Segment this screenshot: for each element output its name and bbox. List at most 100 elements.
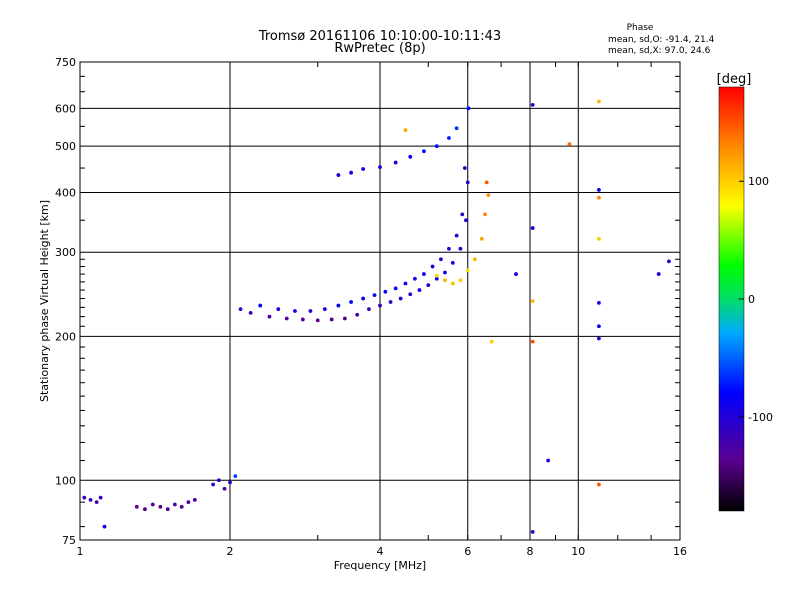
data-point — [211, 482, 216, 487]
data-point — [472, 257, 477, 262]
data-point — [192, 497, 197, 502]
data-point — [372, 293, 377, 298]
data-point — [454, 233, 459, 238]
x-tick-label: 10 — [571, 545, 585, 558]
data-point — [378, 165, 382, 170]
data-point — [443, 270, 447, 275]
data-point — [398, 296, 403, 301]
y-tick-label: 300 — [55, 246, 76, 259]
x-tick-label: 6 — [464, 545, 471, 558]
y-tick-label: 400 — [55, 186, 76, 199]
phase-stats-o: mean, sd,O: -91.4, 21.4 — [608, 35, 715, 45]
data-point — [258, 303, 263, 308]
data-point — [349, 300, 354, 304]
data-point — [465, 180, 470, 185]
data-point — [426, 283, 431, 288]
data-point — [597, 188, 601, 192]
colorbar-tick-label: 100 — [748, 175, 769, 188]
phase-stats-x: mean, sd,X: 97.0, 24.6 — [608, 46, 711, 56]
data-point — [479, 236, 484, 241]
data-point — [450, 281, 455, 286]
data-point — [403, 281, 408, 286]
data-point — [102, 524, 107, 529]
data-point — [408, 292, 413, 297]
phase-stats-heading: Phase — [627, 23, 654, 33]
data-point — [412, 276, 417, 281]
data-point — [597, 336, 601, 341]
y-tick-label: 75 — [62, 534, 76, 547]
data-point — [216, 478, 221, 483]
data-point — [336, 173, 341, 177]
data-point — [393, 286, 398, 291]
data-point — [656, 272, 661, 276]
data-point — [393, 160, 398, 165]
data-point — [464, 218, 468, 223]
data-point — [179, 504, 184, 509]
data-point — [417, 288, 422, 292]
data-point — [158, 504, 163, 509]
data-points — [82, 99, 671, 534]
data-point — [134, 504, 139, 509]
y-tick-label: 600 — [55, 102, 76, 115]
data-point — [514, 272, 518, 276]
y-axis-label: Stationary phase Virtual Height [km] — [38, 200, 51, 402]
data-point — [361, 167, 366, 171]
x-tick-label: 4 — [377, 545, 384, 558]
data-point — [434, 144, 439, 149]
data-point — [94, 500, 99, 505]
data-point — [143, 507, 147, 512]
y-tick-label: 750 — [55, 56, 76, 69]
y-tick-label: 100 — [55, 474, 76, 487]
data-point — [222, 486, 227, 491]
colorbar-tick-label: -100 — [748, 411, 773, 424]
data-point — [150, 502, 155, 507]
data-point — [276, 307, 281, 312]
data-point — [383, 289, 388, 294]
data-point — [458, 278, 463, 283]
x-tick-label: 8 — [527, 545, 534, 558]
data-point — [530, 529, 535, 534]
data-point — [366, 307, 371, 312]
data-point — [430, 264, 435, 269]
data-point — [378, 303, 382, 308]
data-point — [172, 502, 177, 507]
data-point — [447, 136, 451, 140]
data-point — [238, 307, 243, 312]
data-point — [484, 180, 489, 185]
data-point — [462, 166, 467, 170]
data-point — [355, 312, 360, 317]
data-point — [422, 272, 426, 276]
data-point — [388, 300, 393, 304]
data-point — [329, 317, 334, 322]
data-point — [300, 317, 305, 322]
data-point — [434, 276, 439, 281]
axis-ticks: 1 2 4 6 8 10 16 750 600 500 400 300 200 100 75 — [55, 56, 687, 558]
data-point — [597, 99, 601, 104]
data-point — [438, 257, 443, 262]
data-point — [460, 212, 465, 217]
data-point — [443, 278, 447, 283]
x-tick-label: 2 — [227, 545, 234, 558]
x-tick-label: 1 — [77, 545, 84, 558]
colorbar-ticks: 100 0 -100 — [739, 175, 773, 424]
y-tick-label: 500 — [55, 140, 76, 153]
data-point — [315, 318, 320, 323]
data-point — [308, 309, 313, 313]
data-point — [546, 458, 551, 463]
data-point — [567, 142, 572, 147]
colorbar-label: [deg] — [717, 72, 752, 87]
data-point — [336, 303, 341, 308]
data-point — [342, 316, 347, 321]
data-point — [486, 193, 491, 198]
data-point — [186, 500, 191, 505]
data-point — [458, 246, 463, 251]
data-point — [293, 309, 297, 313]
data-point — [248, 310, 253, 315]
colorbar-tick-label: 0 — [748, 293, 755, 306]
chart-title: Tromsø 20161106 10:10:00-10:11:43 — [258, 29, 501, 44]
x-axis-label: Frequency [MHz] — [334, 559, 426, 572]
data-point — [597, 301, 601, 305]
data-point — [466, 106, 471, 111]
data-point — [447, 246, 451, 251]
